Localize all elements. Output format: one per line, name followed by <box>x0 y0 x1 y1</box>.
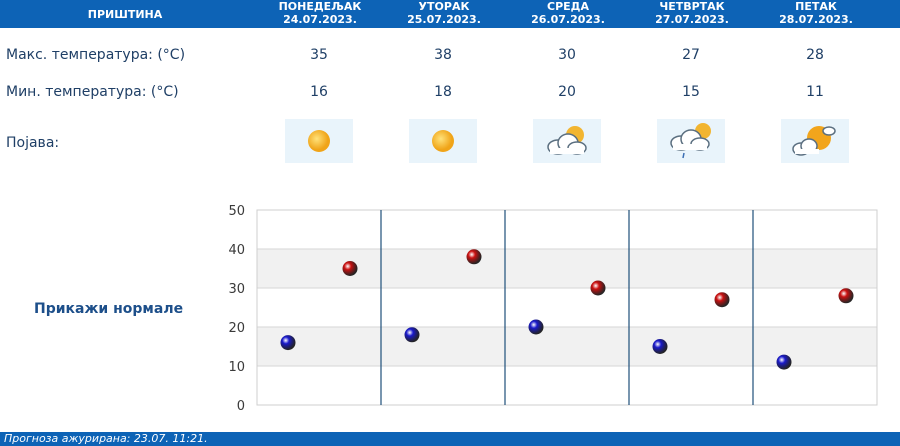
day-header-0: ПОНЕДЕЉАК 24.07.2023. <box>270 0 370 28</box>
day-date: 26.07.2023. <box>531 13 605 26</box>
min-temp-marker <box>528 319 544 335</box>
day-date: 28.07.2023. <box>779 13 853 26</box>
grid-band <box>257 249 877 288</box>
y-tick-label: 20 <box>228 321 245 336</box>
day-header-4: ПЕТАК 28.07.2023. <box>766 0 866 28</box>
max-temp-value: 35 <box>310 47 328 63</box>
phenomenon-label: Појава: <box>6 135 60 151</box>
footer-bar: Прогноза ажурирана: 23.07. 11:21. <box>0 432 900 446</box>
max-temp-value: 30 <box>558 47 576 63</box>
day-header-3: ЧЕТВРТАК 27.07.2023. <box>642 0 742 28</box>
show-normals-link[interactable]: Прикажи нормале <box>34 301 184 317</box>
min-temp-value: 15 <box>682 84 700 100</box>
grid-band <box>257 288 877 327</box>
day-date: 25.07.2023. <box>407 13 481 26</box>
max-temp-marker <box>342 261 358 276</box>
min-temp-marker <box>404 327 420 343</box>
day-header-1: УТОРАК 25.07.2023. <box>394 0 494 28</box>
max-temp-value: 28 <box>806 47 824 63</box>
day-name: ПЕТАК <box>795 0 837 13</box>
day-date: 24.07.2023. <box>283 13 357 26</box>
sunny-icon <box>409 119 477 163</box>
forecast-header: ПРИШТИНА ПОНЕДЕЉАК 24.07.2023. УТОРАК 25… <box>0 0 900 28</box>
min-temp-label: Мин. температура: (°C) <box>6 84 179 100</box>
min-temp-value: 18 <box>434 84 452 100</box>
day-name: ЧЕТВРТАК <box>659 0 725 13</box>
max-temp-value: 27 <box>682 47 700 63</box>
min-temp-value: 16 <box>310 84 328 100</box>
y-tick-label: 10 <box>228 360 245 375</box>
min-temp-marker <box>652 339 668 354</box>
y-tick-label: 50 <box>228 204 245 219</box>
max-temp-marker <box>838 288 854 304</box>
day-name: ПОНЕДЕЉАК <box>278 0 362 13</box>
grid-band <box>257 210 877 249</box>
min-temp-marker <box>280 335 296 351</box>
day-header-2: СРЕДА 26.07.2023. <box>518 0 618 28</box>
partly-cloudy-icon <box>533 119 601 163</box>
day-date: 27.07.2023. <box>655 13 729 26</box>
sunny-icon <box>285 119 353 163</box>
partly-cloudy-icon <box>781 119 849 163</box>
max-temp-label: Макс. температура: (°C) <box>6 47 186 63</box>
min-temp-value: 20 <box>558 84 576 100</box>
max-temp-marker <box>466 249 482 265</box>
max-temp-value: 38 <box>434 47 452 63</box>
min-temp-marker <box>776 354 792 370</box>
max-temp-marker <box>590 280 606 296</box>
cloudy-drizzle-icon <box>657 119 725 163</box>
day-name: УТОРАК <box>418 0 470 13</box>
max-temp-marker <box>714 292 730 308</box>
y-tick-label: 30 <box>228 282 245 297</box>
min-temp-value: 11 <box>806 84 824 100</box>
grid-band <box>257 366 877 405</box>
plot-frame <box>256 209 878 406</box>
y-tick-label: 0 <box>237 399 245 414</box>
forecast-updated-text: Прогноза ажурирана: 23.07. 11:21. <box>4 432 208 445</box>
city-name: ПРИШТИНА <box>87 8 163 21</box>
grid-band <box>257 327 877 366</box>
y-tick-label: 40 <box>228 243 245 258</box>
day-name: СРЕДА <box>547 0 589 13</box>
